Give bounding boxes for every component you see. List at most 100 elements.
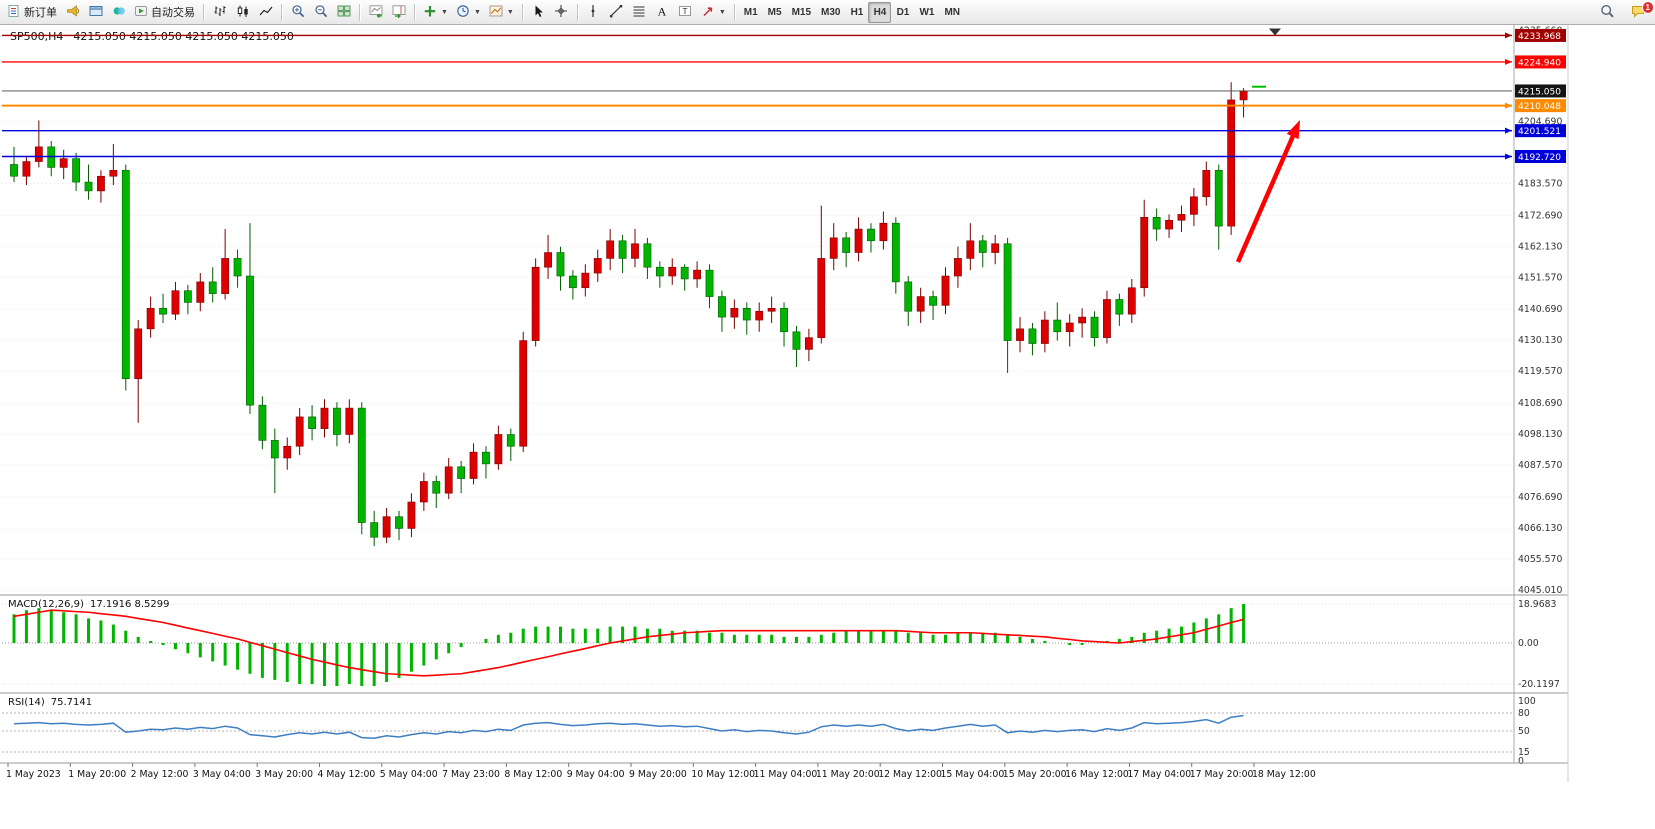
time-axis-label: 1 May 20:00 <box>68 769 126 780</box>
search-button[interactable] <box>1595 2 1618 23</box>
price-badge-label: 4233.968 <box>1518 32 1561 42</box>
zoom-out-button[interactable] <box>309 2 332 23</box>
timeframe-h1-button[interactable]: H1 <box>850 6 864 18</box>
candle-body <box>34 146 43 162</box>
candle-body <box>631 243 639 259</box>
fibonacci-button[interactable] <box>628 2 651 23</box>
auto-scroll-button[interactable] <box>364 2 387 23</box>
chart-symbol-header: SP500,H4 4215.050 4215.050 4215.050 4215.… <box>10 30 294 43</box>
chart-area[interactable]: SP500,H4 4215.050 4215.050 4215.050 4215.… <box>0 25 1655 829</box>
autotrade-button-label: 自动交易 <box>151 7 195 19</box>
time-axis-label: 15 May 20:00 <box>1003 769 1067 780</box>
candle-body <box>1040 319 1049 344</box>
candle-body <box>333 407 341 435</box>
candle-body <box>308 416 316 429</box>
candle-body <box>59 158 68 168</box>
candle-body <box>978 240 987 253</box>
candle-body <box>655 266 664 277</box>
rsi-label: RSI(14) 75.7141 <box>8 697 92 708</box>
autotrade-button[interactable]: 自动交易 <box>130 2 199 23</box>
indicators-button[interactable]: ▼ <box>419 2 452 23</box>
candle-body <box>469 451 478 479</box>
toolbar-separator <box>203 3 204 21</box>
price-tick-label: 4066.130 <box>1518 523 1562 534</box>
toolbar-separator <box>576 3 578 21</box>
navigator-button[interactable] <box>107 2 130 23</box>
timeframe-m15-button[interactable]: M15 <box>791 6 812 18</box>
timeframe-h4-button[interactable]: H4 <box>868 1 892 23</box>
time-axis-label: 17 May 20:00 <box>1190 769 1254 780</box>
candle-body <box>506 434 515 447</box>
chat-button[interactable]: 1 <box>1626 1 1654 23</box>
bar-chart-button[interactable] <box>208 2 231 23</box>
price-tick-label: 4172.690 <box>1518 210 1562 221</box>
crosshair-icon <box>554 4 568 21</box>
candle-body <box>904 281 913 312</box>
shift-icon <box>392 4 406 21</box>
time-axis-label: 12 May 12:00 <box>878 769 942 780</box>
candle-body <box>817 258 826 338</box>
new-order-button[interactable]: 新订单 <box>3 2 61 23</box>
time-axis-label: 5 May 04:00 <box>380 769 438 780</box>
line-chart-button[interactable] <box>254 2 277 23</box>
trendline-button[interactable] <box>605 2 628 23</box>
price-badge <box>1515 28 1566 42</box>
dropdown-caret-icon: ▼ <box>718 8 726 16</box>
toolbar-group <box>208 0 277 24</box>
cursor-button[interactable] <box>527 2 550 23</box>
candle-body <box>680 266 689 280</box>
macd-axis-label: -20.1197 <box>1518 679 1560 690</box>
rsi-axis-label: 0 <box>1518 756 1524 767</box>
candle-body <box>991 243 1000 253</box>
candle-body <box>693 269 701 280</box>
price-tick-label: 4076.690 <box>1518 492 1562 503</box>
indicators-icon <box>423 4 437 21</box>
market-watch-button[interactable] <box>84 2 107 23</box>
zoom-in-button[interactable] <box>286 2 309 23</box>
toolbar-group: A T ▼ <box>582 0 730 24</box>
toolbar-group <box>364 0 410 24</box>
sound-alert-button[interactable] <box>61 2 84 23</box>
timeframe-w1-button[interactable]: W1 <box>919 6 935 18</box>
timeframe-d1-button[interactable]: D1 <box>896 6 910 18</box>
text-button[interactable]: A <box>651 2 674 23</box>
price-badge-label: 4192.720 <box>1518 153 1561 163</box>
candle-body <box>1090 316 1099 338</box>
toolbar-group <box>286 0 355 24</box>
candle-body <box>544 252 552 268</box>
textA-icon: A <box>655 4 669 21</box>
price-tick-label: 4162.130 <box>1518 241 1562 252</box>
timeframe-m1-button[interactable]: M1 <box>743 6 758 18</box>
candle-body <box>581 272 590 289</box>
time-axis-label: 1 May 2023 <box>6 769 61 780</box>
trend-arrow-head <box>1286 120 1300 140</box>
chart-shift-marker[interactable] <box>1269 28 1281 36</box>
candle-body <box>941 275 950 306</box>
candle-body <box>668 266 677 277</box>
toolbar-group <box>527 0 573 24</box>
arrows-button[interactable]: ▼ <box>697 2 730 23</box>
tile-windows-button[interactable] <box>332 2 355 23</box>
timeframe-mn-button[interactable]: MN <box>944 6 961 18</box>
trend-arrow-annotation[interactable] <box>1235 135 1296 263</box>
price-tick-label: 4140.690 <box>1518 304 1562 315</box>
vertical-line-button[interactable] <box>582 2 605 23</box>
current-price-badge <box>1515 84 1566 98</box>
candlestick-chart-button[interactable] <box>231 2 254 23</box>
periods-button[interactable]: ▼ <box>452 2 485 23</box>
timeframe-m5-button[interactable]: M5 <box>767 6 782 18</box>
clock-icon <box>456 4 470 21</box>
price-tick-label: 4151.570 <box>1518 272 1562 283</box>
autoscroll-icon <box>369 4 383 21</box>
crosshair-button[interactable] <box>550 2 573 23</box>
timeframe-m30-button[interactable]: M30 <box>821 6 841 18</box>
templates-button[interactable]: ▼ <box>485 2 518 23</box>
trendline-icon <box>609 4 623 21</box>
text-label-button[interactable]: T <box>674 2 697 23</box>
candle-body <box>1165 219 1173 230</box>
candle-body <box>1127 287 1136 315</box>
cursor-icon <box>531 4 545 21</box>
toolbar-separator <box>359 3 360 21</box>
chart-shift-button[interactable] <box>387 2 410 23</box>
price-tick-label: 4119.570 <box>1518 366 1562 377</box>
